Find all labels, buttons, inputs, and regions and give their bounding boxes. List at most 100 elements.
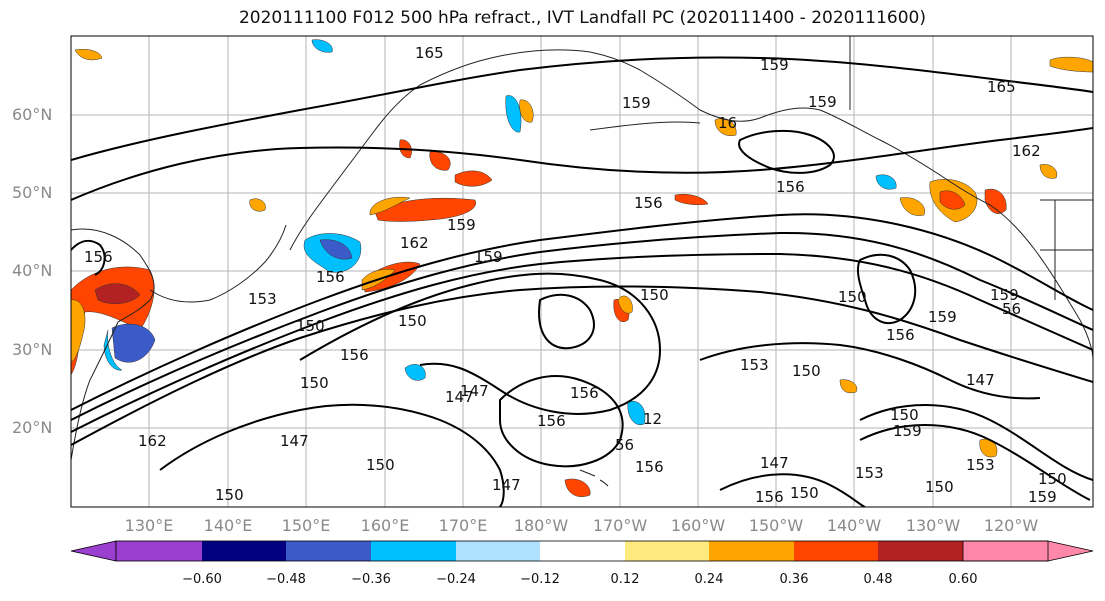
contour-label: 156 [537,412,566,430]
lon-label: 120°W [983,516,1039,535]
contour-label: 156 [340,346,369,364]
contour-line [859,404,1093,481]
shade-positive [94,283,141,304]
contour-label: 156 [634,194,663,212]
shade-negative [627,400,646,426]
contour-label: 162 [400,234,429,252]
contour-line [71,239,106,276]
contour-label: 147 [966,371,995,389]
contour-label: 150 [792,362,821,380]
shade-positive [984,188,1007,214]
contour-line [71,252,1093,433]
lon-label: 150°W [748,516,804,535]
shade-positive [429,151,451,171]
contour-label: 156 [84,248,113,266]
colorbar-segment [878,541,963,561]
hawaii-islands [579,469,609,487]
coastlines [71,36,1093,487]
lon-label: 170°W [592,516,648,535]
lon-label: 160°E [360,516,410,535]
lon-label: 130°W [905,516,961,535]
colorbar-tick-label: 0.12 [610,572,640,587]
map-frame [70,35,1094,508]
shade-negative [311,39,333,53]
us-state-lines [1040,199,1093,300]
colorbar-tick-label: 0.60 [948,572,978,587]
contour-label: 159 [928,308,957,326]
colorbar-segment [116,541,202,561]
contour-label: 16 [718,114,737,132]
lon-label: 140°E [203,516,253,535]
contour-label: 150 [838,288,867,306]
contour-label: 150 [1038,470,1067,488]
contour-line [856,253,917,325]
colorbar-segment [456,541,540,561]
contour-label: 150 [366,456,395,474]
contour-label: 153 [966,456,995,474]
colorbar [70,540,1094,562]
contour-label: 156 [776,178,805,196]
colorbar-segment [540,541,625,561]
lon-label: 160°W [670,516,726,535]
contour-line [699,342,1041,400]
asia-coastline [71,228,155,461]
shade-positive [374,197,476,222]
contour-label: 159 [1028,488,1057,506]
shade-positive [454,170,493,187]
contour-line [499,375,624,468]
contour-label: 147 [492,476,521,494]
contour-label: 150 [640,286,669,304]
contour-line [71,285,1093,446]
colorbar-segment [709,541,794,561]
colorbar-segment [794,541,878,561]
shade-positive [519,99,534,123]
contour-label: 156 [755,488,784,506]
shade-positive [674,194,709,206]
shade-negative [111,323,156,363]
lat-label: 30°N [12,340,53,359]
contour-line [71,213,1093,411]
contour-label: 153 [855,464,884,482]
siberia-coast [419,49,641,86]
contour-line [859,424,1091,501]
contour-label: 165 [415,44,444,62]
contour-label: 165 [987,78,1016,96]
korea-japan-coast [149,224,287,303]
shade-positive [369,196,411,216]
contour-label: 147 [445,388,474,406]
colorbar-tick-label: −0.60 [182,572,222,587]
contour-label: 56 [1002,300,1021,318]
lat-label: 20°N [12,418,53,437]
colorbar-segment [371,541,456,561]
contour-label: 159 [474,248,503,266]
contour-line [738,129,835,174]
contour-line [71,127,1093,201]
contour-label: 156 [316,268,345,286]
colorbar-tick-label: −0.36 [351,572,391,587]
shade-positive [899,197,925,216]
lat-label: 40°N [12,261,53,280]
colorbar-tick-label: −0.12 [520,572,560,587]
lon-label: 150°E [281,516,331,535]
contour-label: 147 [280,432,309,450]
alaska-coast [639,69,1093,361]
colorbar-segment [625,541,709,561]
contour-label: 159 [893,422,922,440]
shade-positive [249,198,266,212]
contour-label: 153 [740,356,769,374]
contour-line [71,56,1093,161]
shade-negative [505,95,522,133]
colorbar-border [115,540,1049,562]
contour-label: 156 [635,458,664,476]
colorbar-tick-label: 0.36 [779,572,809,587]
shade-positive [74,49,103,61]
contour-label: 12 [643,410,662,428]
contour-label: 56 [615,436,634,454]
contour-label: 162 [1012,142,1041,160]
shade-positive [939,190,966,210]
colorbar-extend-high [962,540,1094,562]
colorbar-segment [202,541,286,561]
contour-label: 159 [760,56,789,74]
contour-label: 159 [447,216,476,234]
